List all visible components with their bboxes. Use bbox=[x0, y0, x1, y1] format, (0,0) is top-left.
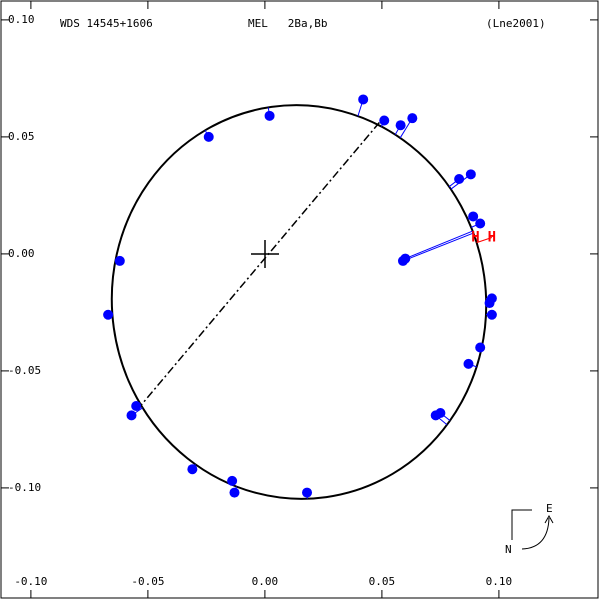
annotation: (Lne2001) bbox=[486, 17, 546, 30]
y-tick-label: -0.10 bbox=[8, 481, 41, 494]
x-tick-label: 0.00 bbox=[252, 575, 279, 588]
chart-title: WDS 14545+1606 bbox=[60, 17, 153, 30]
point bbox=[475, 342, 486, 353]
point bbox=[114, 255, 125, 266]
compass: E N bbox=[505, 502, 554, 556]
point bbox=[131, 401, 142, 412]
point bbox=[430, 410, 441, 421]
point bbox=[379, 115, 390, 126]
x-tick-label: 0.05 bbox=[369, 575, 396, 588]
y-tick-label: 0.00 bbox=[8, 247, 35, 260]
point bbox=[395, 120, 406, 131]
compass-north: N bbox=[505, 543, 512, 556]
residual-line bbox=[476, 237, 493, 244]
point bbox=[400, 253, 411, 264]
point bbox=[264, 110, 275, 121]
marker: H bbox=[471, 230, 479, 246]
chart-subtitle: MEL 2Ba,Bb bbox=[248, 17, 327, 30]
point bbox=[484, 298, 495, 309]
compass-east: E bbox=[546, 502, 553, 515]
point bbox=[302, 487, 313, 498]
x-tick-label: -0.05 bbox=[131, 575, 164, 588]
point bbox=[227, 475, 238, 486]
point bbox=[465, 169, 476, 180]
x-tick-label: 0.10 bbox=[486, 575, 513, 588]
marker: H bbox=[488, 230, 496, 246]
point bbox=[486, 309, 497, 320]
point bbox=[103, 309, 114, 320]
point bbox=[203, 131, 214, 142]
y-tick-label: 0.10 bbox=[8, 13, 35, 26]
x-tick-label: -0.10 bbox=[14, 575, 47, 588]
residual-line bbox=[402, 232, 474, 262]
orbit bbox=[110, 104, 488, 500]
point bbox=[407, 113, 418, 124]
point bbox=[229, 487, 240, 498]
residual-line bbox=[405, 230, 473, 260]
point bbox=[475, 218, 486, 229]
point bbox=[463, 358, 474, 369]
point bbox=[187, 464, 198, 475]
point bbox=[358, 94, 369, 105]
point bbox=[126, 410, 137, 421]
y-tick-label: -0.05 bbox=[8, 364, 41, 377]
point bbox=[468, 211, 479, 222]
line-of-nodes bbox=[136, 116, 385, 411]
y-tick-label: 0.05 bbox=[8, 130, 35, 143]
